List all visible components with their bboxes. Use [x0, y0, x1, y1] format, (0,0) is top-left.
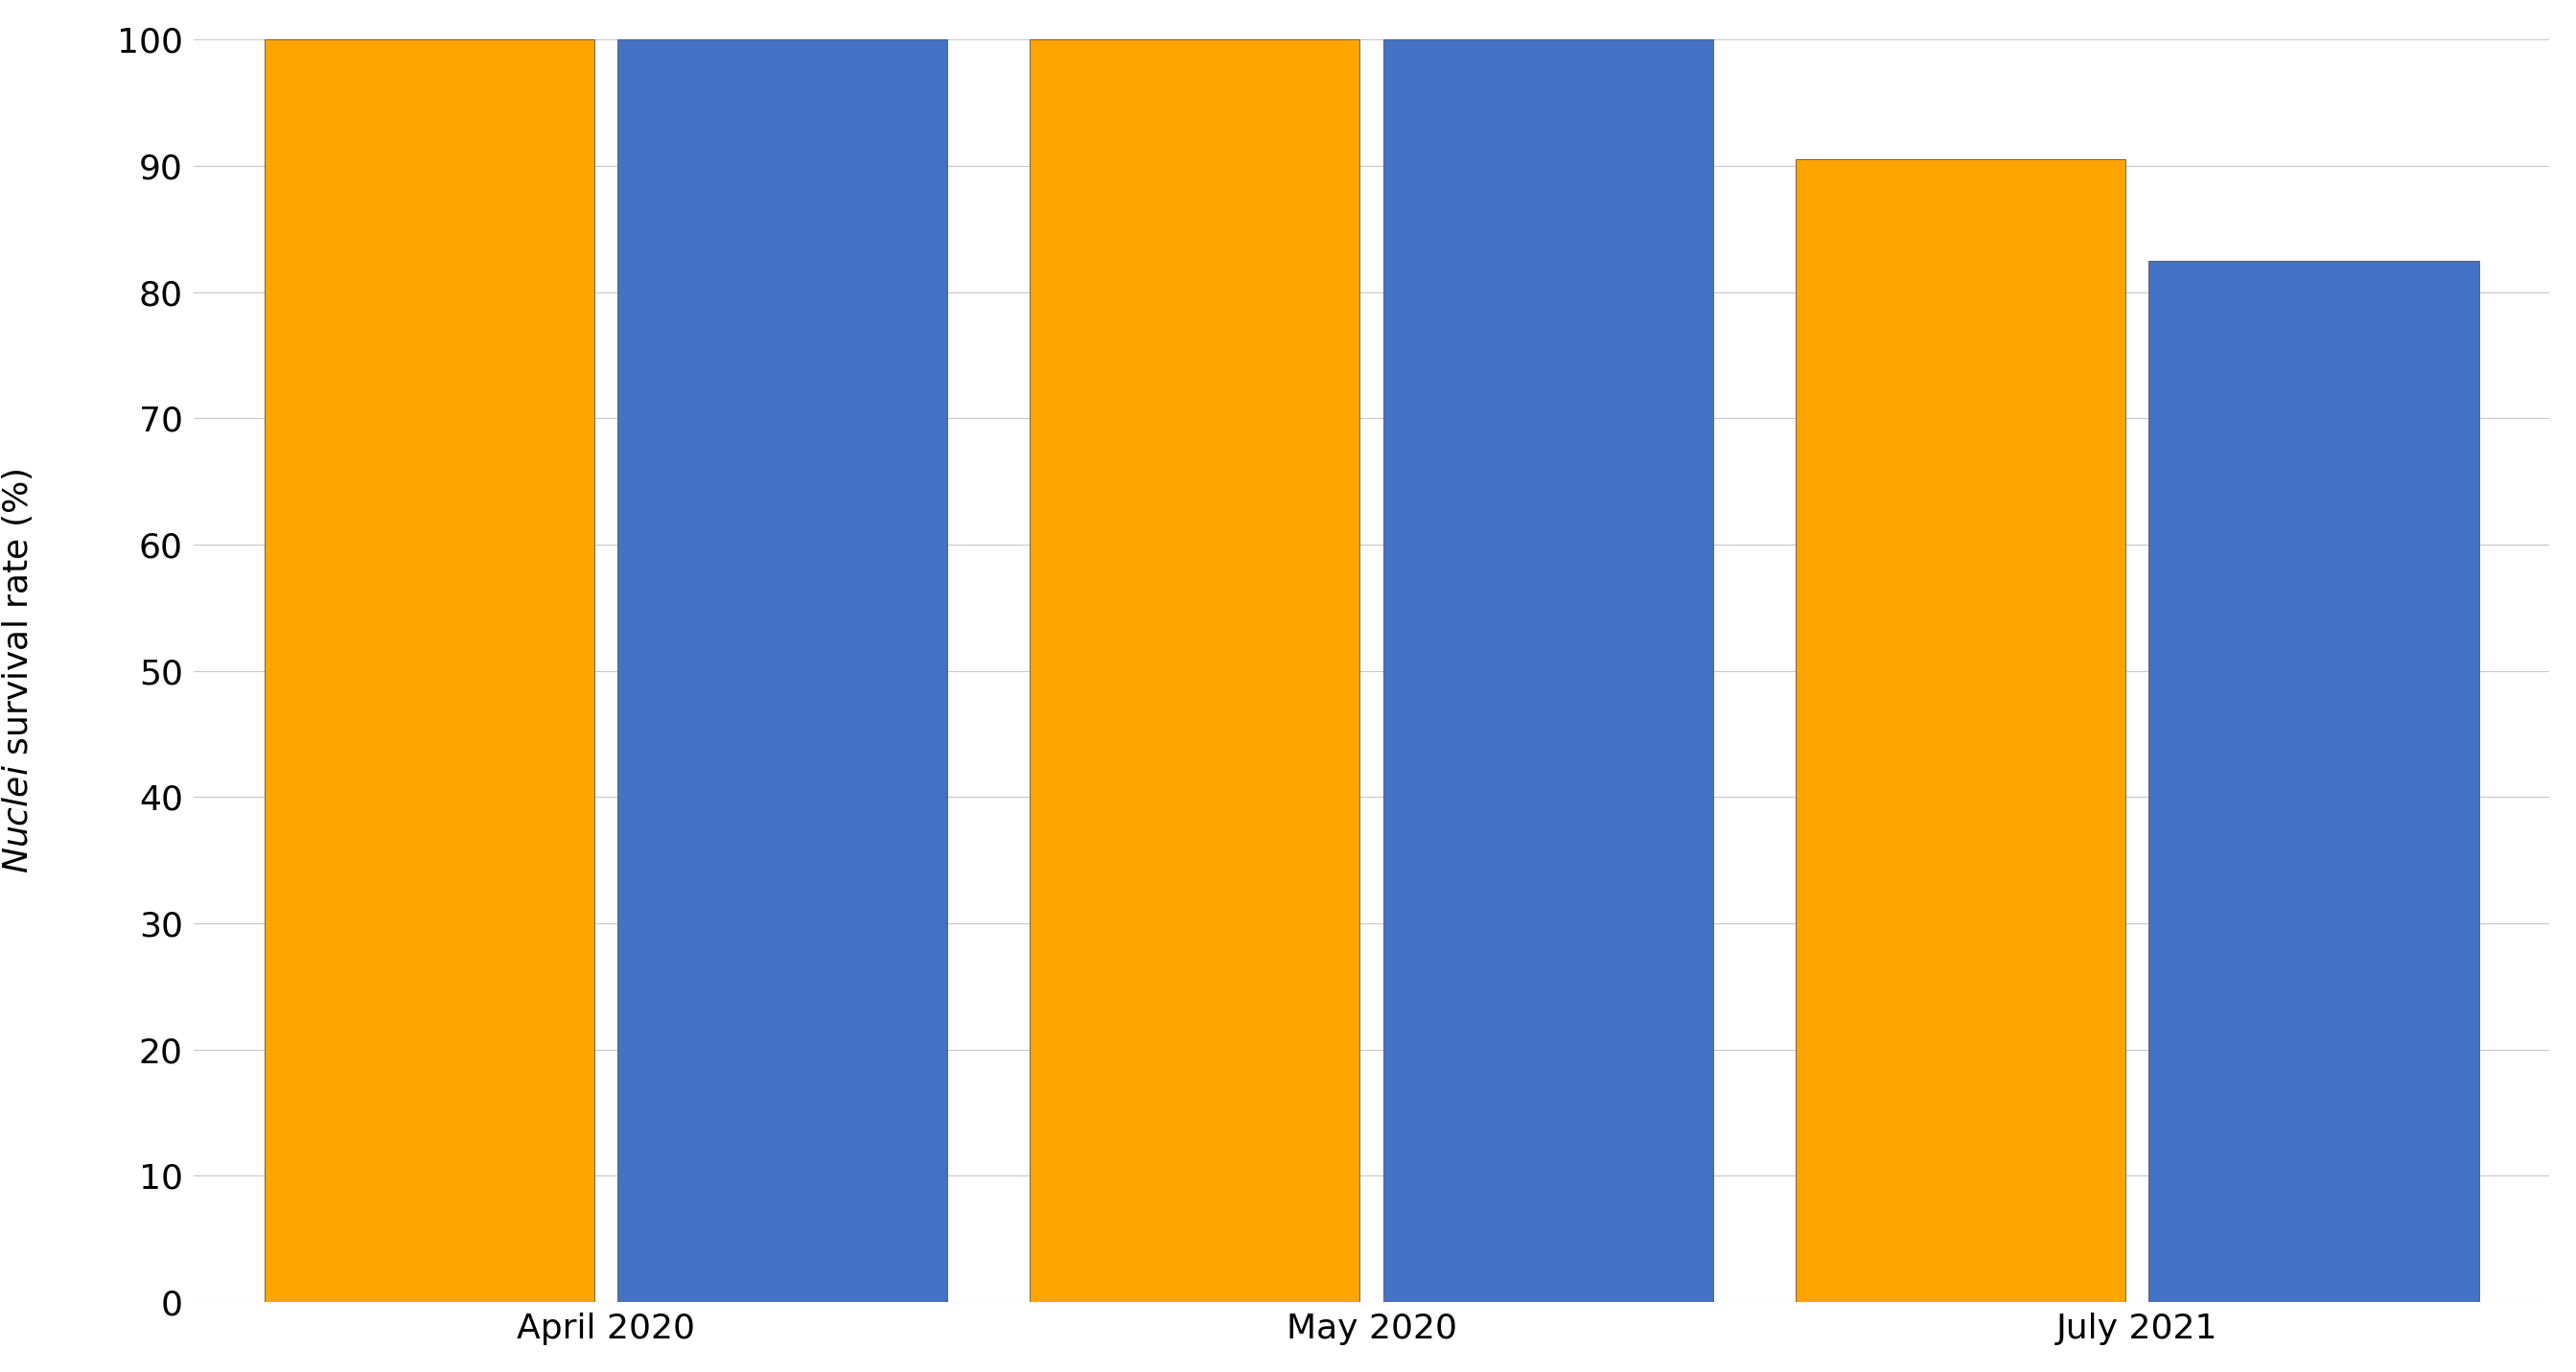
Text: $\it{Nuclei}$ survival rate (%): $\it{Nuclei}$ survival rate (%) [0, 468, 33, 874]
Bar [265, 40, 595, 1302]
Bar [1795, 159, 2125, 1302]
Bar [1383, 40, 1713, 1302]
Bar [1030, 40, 1360, 1302]
Bar [2148, 261, 2478, 1302]
Bar [618, 40, 948, 1302]
